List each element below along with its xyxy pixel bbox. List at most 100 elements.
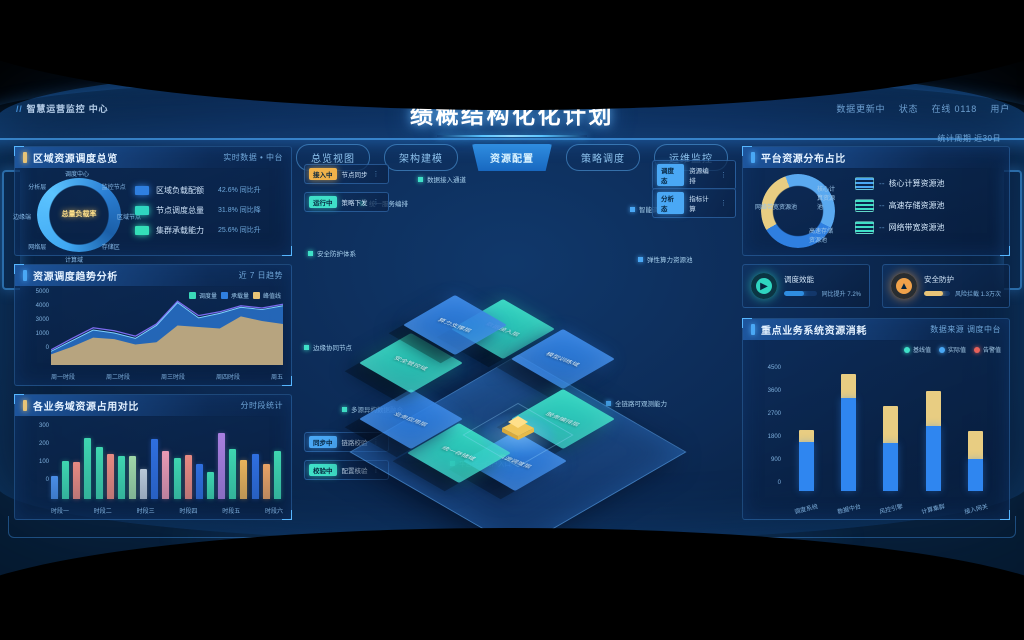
stack-segment-base: [968, 459, 984, 491]
stacked-bar[interactable]: [968, 371, 984, 491]
chip-more-icon[interactable]: ⋮: [372, 171, 381, 178]
diagram-annotation: 弹性算力资源池: [638, 254, 693, 264]
arch-block-label: 算力支撑层: [435, 318, 472, 334]
panel-bar-title: 各业务域资源占用对比: [33, 402, 139, 413]
bar[interactable]: [173, 457, 181, 499]
y-tick: 200: [38, 441, 49, 447]
status-chip[interactable]: 校验中 配置核验 ⋮: [304, 460, 389, 480]
y-tick: 1000: [35, 331, 49, 337]
bar[interactable]: [206, 472, 214, 499]
stacked-bar[interactable]: [841, 371, 857, 491]
chip-more-icon[interactable]: ⋮: [720, 200, 728, 207]
bar[interactable]: [117, 456, 125, 499]
chip-badge: 校验中: [309, 464, 337, 476]
bar[interactable]: [229, 449, 237, 499]
gauge-radial-label: 调度中心: [65, 172, 90, 179]
header-user-text[interactable]: 用户: [990, 104, 1010, 114]
annotation-text: 数据接入通道: [427, 177, 466, 184]
bar[interactable]: [106, 453, 114, 499]
gauge-legend-row: 集群承载能力 25.6% 同比升: [135, 220, 261, 240]
status-chip[interactable]: 分析态 指标计算 ⋮: [652, 188, 736, 218]
stacked-bar[interactable]: [925, 371, 941, 491]
stacked-bar-x-axis: 调度系统 数据中台 风控引擎 计算集群 接入网关: [785, 504, 997, 516]
bar[interactable]: [195, 463, 203, 499]
kpi-card-security[interactable]: ▲ 安全防护 风险拦截 1.3万次: [882, 264, 1010, 308]
chip-badge: 同步中: [309, 436, 337, 448]
legend-bars-icon: [855, 220, 874, 234]
bar[interactable]: [184, 455, 192, 499]
gauge-area: 总量负载率 调度中心 监控节点 区域节点 存储区 计算域 网络层 边缘端 分析层 区域负载配额…: [13, 172, 283, 264]
dashboard-ui: //智慧运营监控 中心 数据更新中 状态 在线 0118 用户 绩概结构化化计划…: [0, 76, 1024, 550]
gauge-radial-label: 分析层: [28, 184, 47, 191]
bar[interactable]: [140, 468, 148, 499]
arch-block-label: 业务应用层: [391, 412, 428, 428]
title-underline: [437, 135, 587, 137]
status-chip[interactable]: 运行中 策略下发 ⋮: [304, 192, 389, 212]
bar[interactable]: [240, 460, 248, 499]
y-tick: 4500: [767, 365, 781, 371]
stack-legend-item: 告警值: [973, 345, 1001, 354]
x-tick: 周二时段: [105, 375, 130, 381]
kpi-card-efficiency[interactable]: ▶ 调度效能 同比提升 7.2%: [742, 264, 870, 308]
legend-swatch: [135, 205, 149, 215]
bar[interactable]: [162, 451, 170, 499]
gauge-radial-label: 网络层: [28, 245, 47, 252]
area-chart-x-axis: 周一时段 周二时段 周三时段 周四时段 周五: [51, 372, 283, 381]
bar[interactable]: [273, 451, 281, 499]
y-tick: 3000: [35, 317, 49, 323]
bar[interactable]: [128, 456, 136, 499]
panel-gauge-header: 区域资源调度总览 实时数据 • 中台: [15, 147, 291, 168]
chip-more-icon[interactable]: ⋮: [372, 467, 381, 474]
stacked-bar[interactable]: [798, 371, 814, 491]
bar[interactable]: [51, 475, 58, 499]
bar[interactable]: [73, 462, 81, 499]
y-tick: 2700: [767, 411, 781, 417]
panel-area-header: 资源调度趋势分析 近 7 日趋势: [15, 265, 291, 286]
header-accent-bar: [751, 324, 755, 335]
annotation-text: 统一服务编排: [369, 201, 408, 208]
status-chip[interactable]: 接入中 节点同步 ⋮: [304, 164, 389, 184]
y-tick: 1800: [767, 434, 781, 440]
legend-dash-icon: - -: [879, 200, 884, 210]
panel-donut-body: 核心计算资源池 高速存储资源池 网络带宽资源池 - - 核心计算资源池 - - 高速存储资…: [743, 168, 1009, 248]
kpi-label: 调度效能: [784, 275, 814, 284]
core-gold-icon: [502, 416, 534, 440]
annotation-marker-icon: [304, 344, 309, 350]
donut-ring: [761, 174, 835, 248]
panel-area-chart: 资源调度趋势分析 近 7 日趋势 5000 4000 3000 1000 0 调度量 承载…: [14, 264, 292, 386]
legend-dot: [973, 346, 980, 353]
nav-tab-3[interactable]: 策略调度: [566, 144, 640, 171]
legend-dot: [938, 346, 945, 353]
panel-gauge: 区域资源调度总览 实时数据 • 中台 总量负载率 调度中心 监控节点 区域节点 存储区…: [13, 146, 292, 264]
donut-slice-label: 核心计算资源池: [817, 187, 836, 211]
chip-more-icon[interactable]: ⋮: [372, 199, 381, 206]
status-chip[interactable]: 调度态 资源编排 ⋮: [652, 160, 736, 190]
nav-tab-2[interactable]: 资源配置: [472, 144, 552, 171]
gauge-radial-label: 存储区: [101, 245, 120, 252]
chip-more-icon[interactable]: ⋮: [720, 172, 728, 179]
legend-swatch: [220, 292, 228, 299]
kpi-value: 同比提升 7.2%: [821, 292, 861, 298]
bottom-letterbox: [0, 528, 1024, 640]
bar[interactable]: [151, 439, 159, 499]
diagram-annotation: 安全防护体系: [308, 248, 356, 258]
stack-segment-top: [798, 429, 814, 442]
gauge-radial-label: 监控节点: [101, 184, 126, 191]
legend-label: 高速存储资源池: [888, 200, 945, 210]
bar[interactable]: [84, 438, 92, 499]
bar[interactable]: [95, 446, 103, 499]
bar[interactable]: [251, 453, 259, 499]
stack-segment-top: [925, 391, 941, 426]
stack-segment-base: [798, 441, 814, 491]
bar[interactable]: [62, 461, 70, 499]
legend-dash-icon: - -: [879, 178, 884, 188]
x-tick: 时段六: [264, 509, 283, 515]
chip-label: 链路校验: [341, 440, 368, 447]
bar[interactable]: [262, 463, 270, 499]
stacked-bar[interactable]: [883, 371, 899, 491]
stack-legend-item: 实际值: [938, 345, 966, 354]
legend-dot: [903, 346, 910, 353]
nav-tab-1[interactable]: 架构建模: [384, 144, 458, 171]
bar[interactable]: [218, 433, 226, 499]
header-left-label: 智慧运营监控 中心: [26, 104, 109, 114]
